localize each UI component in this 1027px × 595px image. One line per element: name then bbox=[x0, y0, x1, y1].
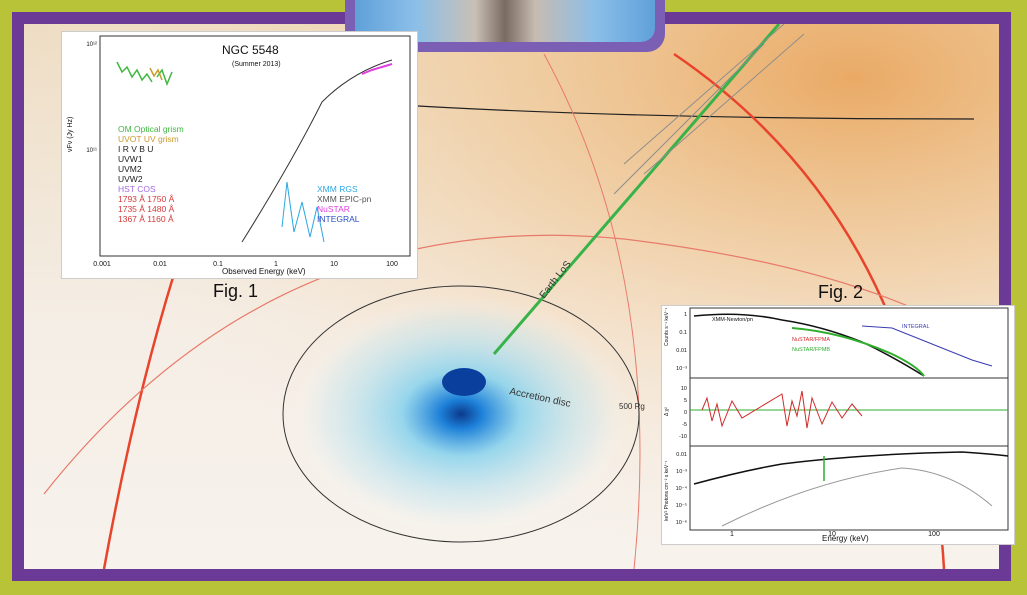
fig2-integral-counts bbox=[861, 325, 993, 367]
fig2-x-tick: 1 bbox=[730, 531, 734, 538]
fig1-nustar-points bbox=[361, 63, 393, 75]
fig1-legend-item: OM Optical grism bbox=[118, 124, 184, 134]
fig1-legend-item: UVW2 bbox=[118, 174, 143, 184]
scale-label: 500 Rg bbox=[619, 402, 645, 411]
fig2-bottom-frame bbox=[689, 445, 1009, 531]
fig1-legend-item: NuSTAR bbox=[317, 204, 350, 214]
fig1-rgs-spectrum bbox=[281, 181, 325, 243]
fig1-legend-item: UVW1 bbox=[118, 154, 143, 164]
fig2-fpmb-counts bbox=[791, 327, 925, 377]
fig1-legend-item: 1793 Å 1750 Å bbox=[118, 194, 175, 204]
fig2-top-y-tick: 10⁻³ bbox=[676, 366, 687, 372]
fig2-model-total bbox=[693, 451, 1009, 485]
fig2-mid-frame bbox=[689, 377, 1009, 447]
fig1-y-tick-label: 10¹² bbox=[86, 42, 97, 48]
fig1-model-curve bbox=[241, 59, 393, 243]
fig1-legend-item: UVOT UV grism bbox=[118, 134, 179, 144]
fig2-legend-item: XMM-Newton/pn bbox=[712, 317, 753, 323]
fig1-caption: Fig. 1 bbox=[213, 281, 259, 301]
fig1-xlabel: Observed Energy (keV) bbox=[222, 267, 306, 276]
figure-1-panel: NGC 5548 (Summer 2013) νFν (Jy Hz) Obser… bbox=[62, 32, 417, 278]
fig1-title: NGC 5548 bbox=[222, 43, 279, 57]
fig1-subtitle: (Summer 2013) bbox=[232, 61, 281, 68]
fig2-top-y-tick: 1 bbox=[684, 312, 687, 318]
fig2-pn-counts bbox=[693, 313, 925, 377]
fig2-legend-item: NuSTAR/FPMA bbox=[792, 337, 830, 343]
fig1-legend-item: XMM RGS bbox=[317, 184, 358, 194]
fig1-x-tick-label: 0.001 bbox=[93, 261, 111, 268]
fig1-x-tick-label: 100 bbox=[386, 261, 398, 268]
black-hole-core bbox=[442, 368, 486, 396]
fig1-legend-item: 1735 Å 1480 Å bbox=[118, 204, 175, 214]
fig2-x-tick: 10 bbox=[828, 531, 836, 538]
fig1-x-tick-label: 10 bbox=[330, 261, 338, 268]
figure-1-chart: NGC 5548 (Summer 2013) νFν (Jy Hz) Obser… bbox=[67, 35, 411, 276]
red-arc-middle bbox=[43, 234, 999, 495]
fig2-legend: XMM-Newton/pn INTEGRAL NuSTAR/FPMA NuSTAR/F… bbox=[712, 317, 930, 353]
fig1-optical-spectrum bbox=[116, 61, 173, 87]
fig2-top-y-tick: 0.01 bbox=[676, 348, 687, 354]
wind-streaks bbox=[613, 24, 805, 195]
fig2-x-tick: 100 bbox=[928, 531, 940, 538]
fig1-x-tick-label: 1 bbox=[274, 261, 278, 268]
fig2-bottom-y-tick: 10⁻⁴ bbox=[676, 485, 688, 492]
fig2-reflection-component bbox=[721, 467, 993, 527]
fig2-bottom-y-tick: 10⁻⁵ bbox=[676, 502, 687, 509]
fig1-legend-item: 1367 Å 1160 Å bbox=[118, 214, 174, 224]
fig2-mid-y-tick: -10 bbox=[679, 434, 687, 440]
fig1-legend-item: UVM2 bbox=[118, 164, 142, 174]
fig1-legend-item: XMM EPIC-pn bbox=[317, 194, 372, 204]
fig2-mid-y-tick: 10 bbox=[681, 386, 687, 392]
red-arc-left bbox=[102, 273, 176, 569]
fig1-plot-frame bbox=[99, 35, 411, 257]
fig1-uv-spectrum bbox=[149, 67, 163, 81]
fig2-bottom-ylabel: keV² Photons cm⁻² s keV⁻¹ bbox=[664, 460, 670, 521]
fig1-y-ticks: 10¹² 10¹¹ bbox=[86, 42, 97, 154]
fig2-mid-y-tick: -5 bbox=[682, 422, 687, 428]
portrait-photo bbox=[345, 0, 665, 52]
red-arc-thin bbox=[543, 53, 641, 569]
fig2-top-ylabel: Counts s⁻¹ keV⁻¹ bbox=[664, 307, 670, 346]
fig2-residuals bbox=[701, 390, 863, 429]
fig1-legend-item: HST COS bbox=[118, 184, 156, 194]
fig2-top-y-tick: 0.1 bbox=[679, 330, 687, 336]
fig1-legend-item: INTEGRAL bbox=[317, 214, 360, 224]
fig2-mid-y-tick: 0 bbox=[684, 410, 687, 416]
fig2-bottom-y-tick: 0.01 bbox=[676, 452, 687, 458]
accretion-disc-glow bbox=[291, 294, 631, 534]
fig2-legend-item: INTEGRAL bbox=[902, 324, 930, 330]
figure-2-panel: Counts s⁻¹ keV⁻¹ Δ χ² keV² Photons cm⁻² … bbox=[662, 306, 1014, 544]
horizon-line bbox=[383, 103, 975, 120]
fig1-y-tick-label: 10¹¹ bbox=[86, 148, 97, 154]
fig1-x-ticks: 0.001 0.01 0.1 1 10 100 bbox=[93, 261, 398, 268]
fig2-xlabel: Energy (keV) bbox=[822, 534, 869, 543]
fig2-mid-y-tick: 5 bbox=[684, 398, 687, 404]
fig2-legend-item: NuSTAR/FPMB bbox=[792, 347, 830, 353]
fig2-bottom-y-tick: 10⁻³ bbox=[676, 469, 687, 475]
fig1-ylabel: νFν (Jy Hz) bbox=[67, 117, 74, 152]
fig1-x-tick-label: 0.01 bbox=[153, 261, 167, 268]
fig1-legend-item: I R V B U bbox=[118, 144, 153, 154]
fig1-x-tick-label: 0.1 bbox=[213, 261, 223, 268]
fig2-caption: Fig. 2 bbox=[818, 282, 864, 302]
fig2-bottom-y-tick: 10⁻⁶ bbox=[676, 519, 687, 526]
fig2-ticks: 1 0.1 0.01 10⁻³ 10 5 0 -5 -10 0.01 10⁻³ 10⁻⁴ 10⁻⁵ 10⁻… bbox=[676, 312, 940, 538]
earth-los-line bbox=[492, 24, 781, 355]
disc-outline bbox=[282, 285, 640, 543]
figure-2-chart: Counts s⁻¹ keV⁻¹ Δ χ² keV² Photons cm⁻² … bbox=[664, 307, 1009, 543]
fig2-mid-ylabel: Δ χ² bbox=[664, 407, 670, 416]
